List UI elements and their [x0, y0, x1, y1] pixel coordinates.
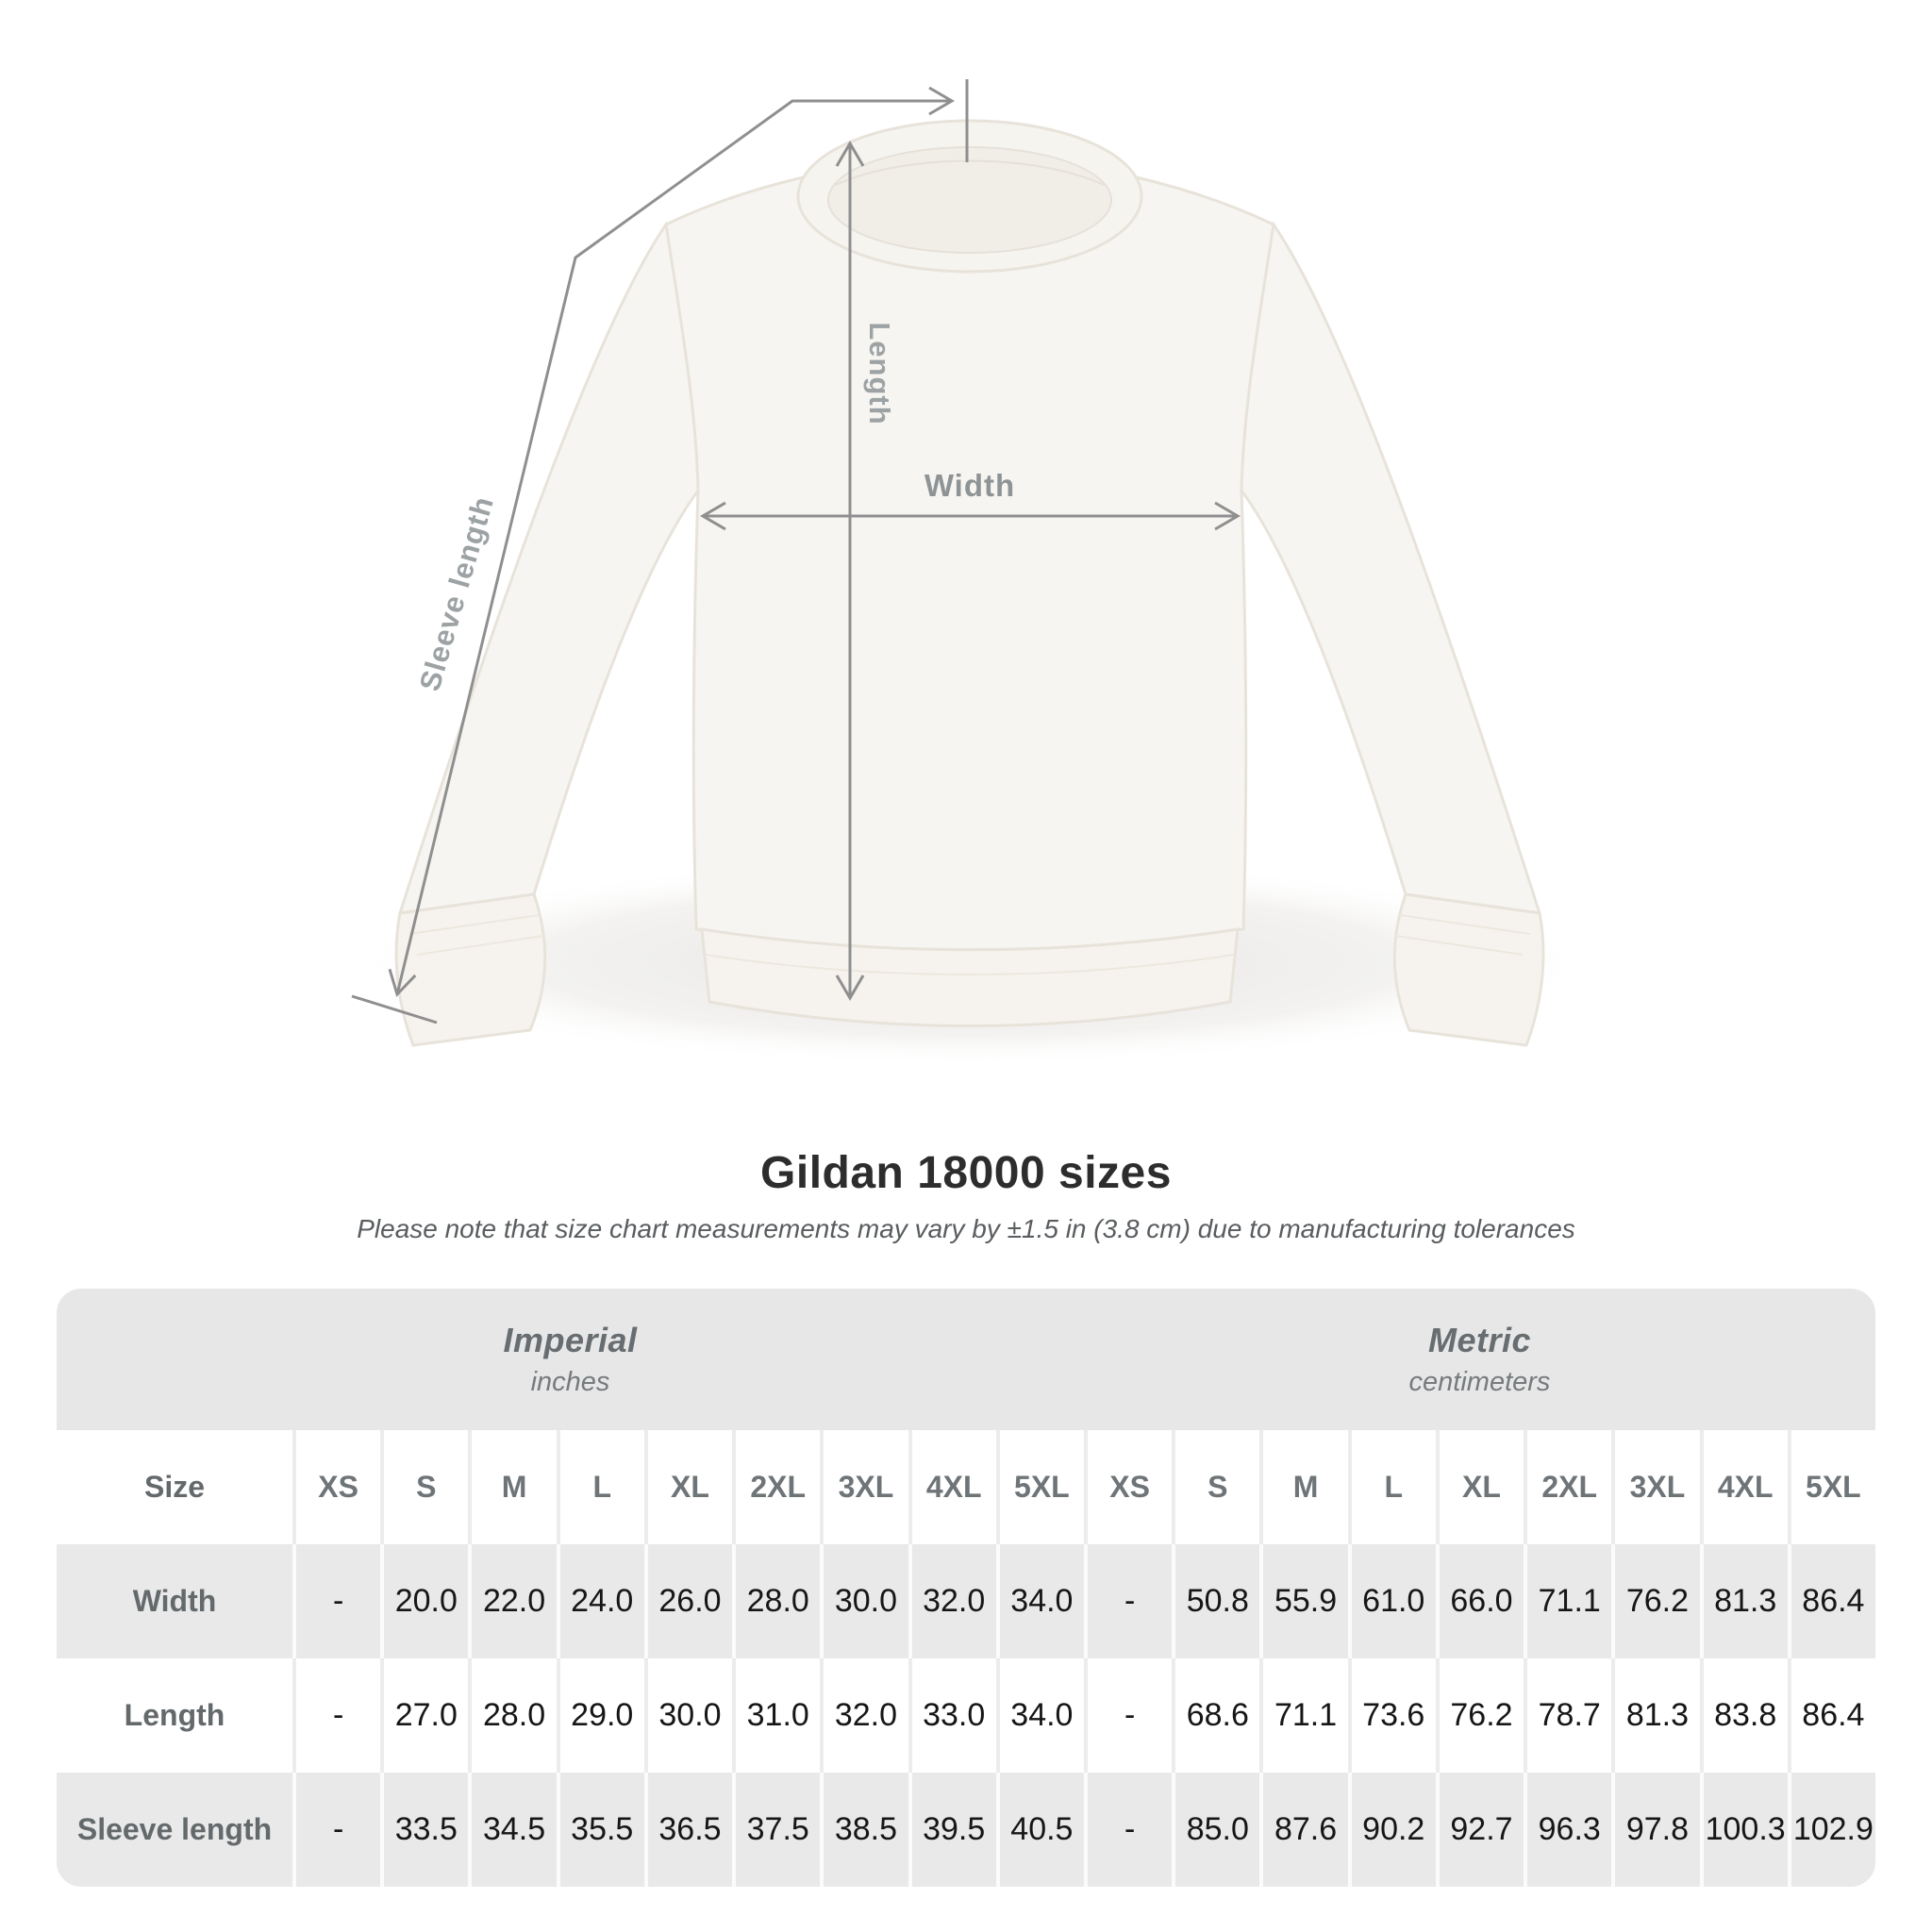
table-cell: 86.4 — [1787, 1658, 1875, 1773]
table-cell: 34.5 — [468, 1773, 557, 1887]
table-cell: 37.5 — [732, 1773, 821, 1887]
table-cell: 78.7 — [1524, 1658, 1612, 1773]
table-cell: 87.6 — [1259, 1773, 1348, 1887]
table-cell: 102.9 — [1787, 1773, 1875, 1887]
table-cell: 40.5 — [995, 1773, 1084, 1887]
table-cell: 26.0 — [643, 1544, 733, 1658]
metric-header: Metric centimeters — [1083, 1289, 1875, 1430]
table-cell: 31.0 — [732, 1658, 821, 1773]
size-header-cell: L — [556, 1430, 644, 1544]
table-cell: 30.0 — [820, 1544, 908, 1658]
table-cell: 96.3 — [1524, 1773, 1612, 1887]
table-cell: 28.0 — [468, 1658, 557, 1773]
size-header-cell: 3XL — [820, 1430, 908, 1544]
sleeve-length-arrow — [388, 86, 955, 997]
table-cell: - — [292, 1658, 381, 1773]
length-label: Length — [863, 322, 896, 425]
size-header-cell: 5XL — [1787, 1430, 1875, 1544]
table-cell: 71.1 — [1524, 1544, 1612, 1658]
table-cell: 33.0 — [908, 1658, 996, 1773]
measurement-overlay: Length Width Sleeve length — [351, 79, 1241, 1024]
cuff-tick — [351, 994, 438, 1024]
table-cell: 22.0 — [468, 1544, 557, 1658]
size-guide-figure: Length Width Sleeve length — [347, 79, 1592, 1066]
table-cell: 34.0 — [995, 1658, 1084, 1773]
table-cell: 34.0 — [995, 1544, 1084, 1658]
metric-name: Metric — [1427, 1321, 1531, 1359]
table-cell: 76.2 — [1435, 1658, 1524, 1773]
table-cell: 81.3 — [1699, 1544, 1788, 1658]
table-cell: 61.0 — [1347, 1544, 1436, 1658]
table-cell: 29.0 — [556, 1658, 644, 1773]
table-cell: 50.8 — [1172, 1544, 1260, 1658]
size-header-cell: S — [1172, 1430, 1260, 1544]
table-cell: 66.0 — [1435, 1544, 1524, 1658]
row-label-sleeve-length: Sleeve length — [57, 1773, 292, 1887]
table-cell: 38.5 — [820, 1773, 908, 1887]
size-header-cell: 2XL — [732, 1430, 821, 1544]
table-cell: - — [292, 1773, 381, 1887]
size-header-cell: 4XL — [908, 1430, 996, 1544]
right-cuff-ribbing — [1395, 914, 1531, 956]
table-cell: 86.4 — [1787, 1544, 1875, 1658]
table-cell: 83.8 — [1699, 1658, 1788, 1773]
table-cell: 100.3 — [1699, 1773, 1788, 1887]
size-header-cell: XS — [292, 1430, 381, 1544]
table-cell: 35.5 — [556, 1773, 644, 1887]
table-cell: 73.6 — [1347, 1658, 1436, 1773]
size-header-cell: 5XL — [995, 1430, 1084, 1544]
table-cell: 28.0 — [732, 1544, 821, 1658]
size-header-cell: XL — [1435, 1430, 1524, 1544]
table-cell: 55.9 — [1259, 1544, 1348, 1658]
imperial-name: Imperial — [503, 1321, 638, 1359]
table-cell: 30.0 — [643, 1658, 733, 1773]
width-label: Width — [924, 468, 1015, 503]
table-cell: 97.8 — [1611, 1773, 1700, 1887]
size-header-cell: S — [380, 1430, 469, 1544]
size-header-cell: M — [468, 1430, 557, 1544]
table-cell: - — [1083, 1544, 1173, 1658]
table-cell: - — [1083, 1658, 1173, 1773]
metric-unit: centimeters — [1408, 1367, 1551, 1397]
right-cuff — [1392, 892, 1545, 1047]
table-cell: - — [1083, 1773, 1173, 1887]
table-cell: - — [292, 1544, 381, 1658]
size-header-cell: 3XL — [1611, 1430, 1700, 1544]
table-cell: 81.3 — [1611, 1658, 1700, 1773]
imperial-unit: inches — [530, 1367, 610, 1397]
size-column-header: Size — [57, 1430, 292, 1544]
table-cell: 20.0 — [380, 1544, 469, 1658]
row-label-length: Length — [57, 1658, 292, 1773]
imperial-header: Imperial inches — [57, 1289, 1084, 1430]
table-cell: 24.0 — [556, 1544, 644, 1658]
table-cell: 85.0 — [1172, 1773, 1260, 1887]
tolerance-note: Please note that size chart measurements… — [357, 1214, 1575, 1243]
table-cell: 33.5 — [380, 1773, 469, 1887]
sleeve-length-label: Sleeve length — [413, 492, 500, 694]
size-header-cell: 4XL — [1699, 1430, 1788, 1544]
size-header-cell: XS — [1083, 1430, 1173, 1544]
size-header-cell: XL — [643, 1430, 733, 1544]
size-header-cell: 2XL — [1524, 1430, 1612, 1544]
table-cell: 39.5 — [908, 1773, 996, 1887]
row-label-width: Width — [57, 1544, 292, 1658]
table-cell: 76.2 — [1611, 1544, 1700, 1658]
table-cell: 71.1 — [1259, 1658, 1348, 1773]
size-header-cell: M — [1259, 1430, 1348, 1544]
size-header-cell: L — [1347, 1430, 1436, 1544]
table-cell: 36.5 — [643, 1773, 733, 1887]
page-title: Gildan 18000 sizes — [760, 1148, 1172, 1198]
table-cell: 27.0 — [380, 1658, 469, 1773]
size-table: Imperial inches Metric centimeters Size … — [57, 1289, 1875, 1887]
table-cell: 68.6 — [1172, 1658, 1260, 1773]
table-cell: 90.2 — [1347, 1773, 1436, 1887]
table-cell: 32.0 — [820, 1658, 908, 1773]
table-cell: 32.0 — [908, 1544, 996, 1658]
table-cell: 92.7 — [1435, 1773, 1524, 1887]
